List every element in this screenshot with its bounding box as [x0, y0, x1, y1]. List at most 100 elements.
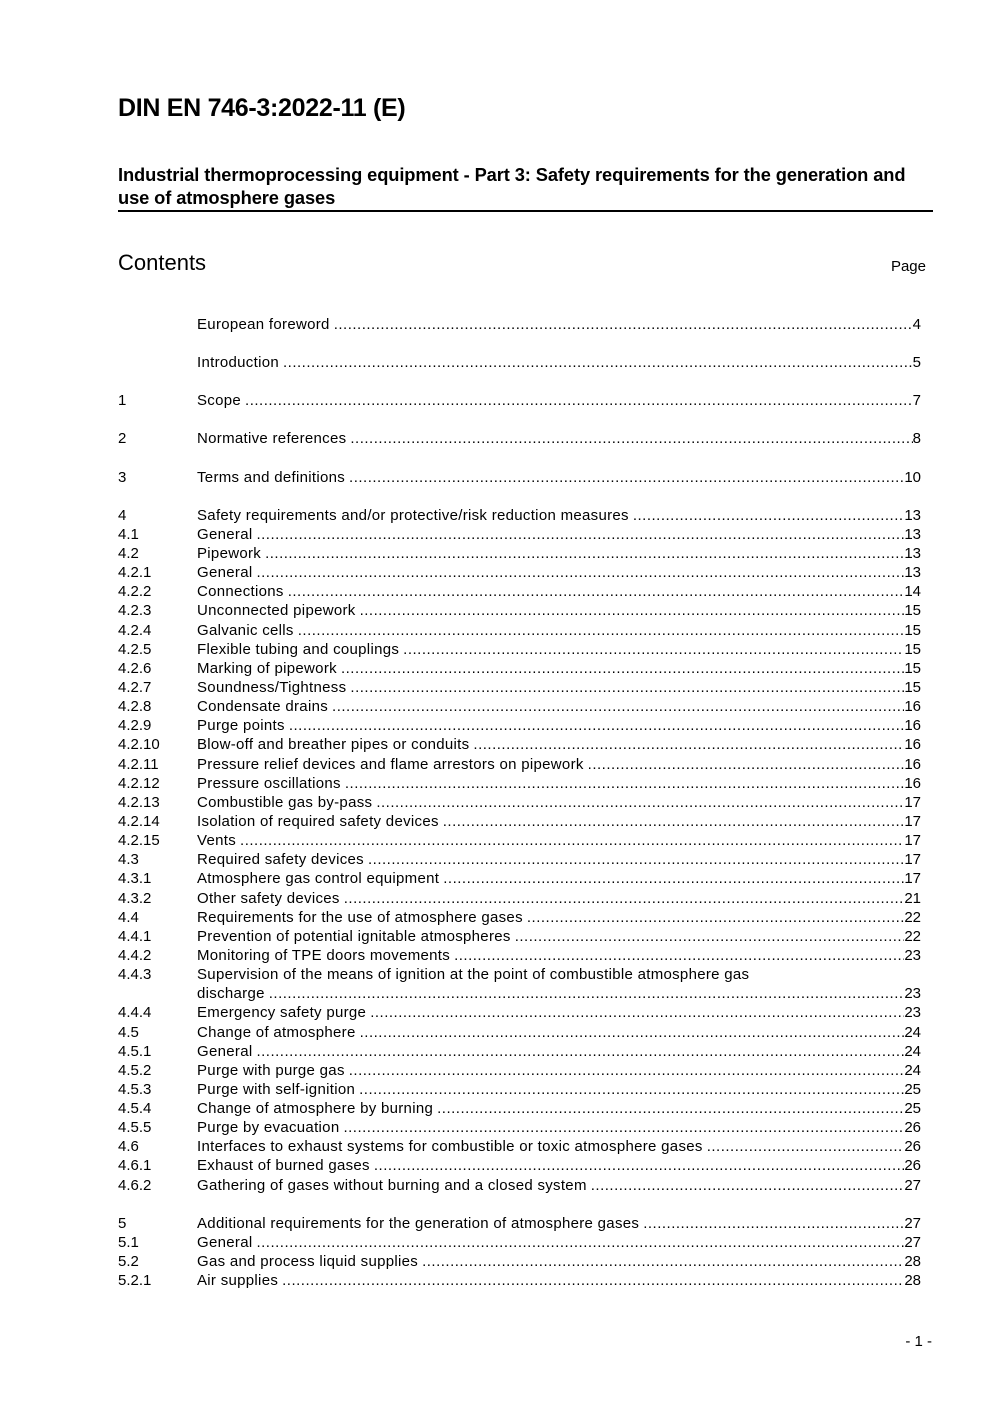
toc-entry[interactable]: 4.4.4 Emergency safety purge 23 — [118, 1003, 921, 1022]
toc-entry[interactable]: 4.4.1 Prevention of potential ignitable a… — [118, 927, 921, 946]
toc-entry[interactable]: 4.2.3 Unconnected pipework 15 — [118, 601, 921, 620]
entry-title: Pressure relief devices and flame arrest… — [197, 755, 584, 773]
dot-leader — [588, 755, 905, 774]
page-number: - 1 - — [905, 1333, 932, 1350]
entry-number: 4.2 — [118, 544, 139, 562]
toc-entry[interactable]: 4.1 General 13 — [118, 525, 921, 544]
entry-number: 5.2.1 — [118, 1272, 152, 1290]
toc-entry[interactable]: 4.6 Interfaces to exhaust systems for com… — [118, 1137, 921, 1156]
entry-number: 4.3.2 — [118, 889, 152, 907]
toc-entry[interactable]: 4.2.15 Vents 17 — [118, 831, 921, 850]
toc-entry[interactable]: 4.5.3 Purge with self-ignition 25 — [118, 1080, 921, 1099]
toc-entry[interactable]: 4.6.2 Gathering of gases without burning … — [118, 1176, 921, 1195]
toc-entry[interactable]: 5.2.1 Air supplies 28 — [118, 1271, 921, 1290]
entry-page: 25 — [904, 1080, 921, 1098]
toc-entry[interactable]: 4 Safety requirements and/or protective/r… — [118, 506, 921, 525]
toc-entry[interactable]: 4.2.11 Pressure relief devices and flame … — [118, 755, 921, 774]
entry-title: Exhaust of burned gases — [197, 1157, 370, 1175]
entry-number: 4.2.15 — [118, 832, 160, 850]
toc-entry[interactable]: 4.5.4 Change of atmosphere by burning 25 — [118, 1099, 921, 1118]
toc-entry[interactable]: 4.4.3 Supervision of the means of ignitio… — [118, 965, 921, 984]
toc-entry[interactable]: 4.2.13 Combustible gas by-pass 17 — [118, 793, 921, 812]
entry-title: Requirements for the use of atmosphere g… — [197, 908, 523, 926]
toc-entry[interactable]: 4.4 Requirements for the use of atmospher… — [118, 908, 921, 927]
toc-entry[interactable]: 4.5.1 General 24 — [118, 1042, 921, 1061]
entry-title: Unconnected pipework — [197, 602, 356, 620]
toc-entry[interactable]: 4.2.5 Flexible tubing and couplings 15 — [118, 640, 921, 659]
toc-entry[interactable]: 4.2.8 Condensate drains 16 — [118, 697, 921, 716]
page-column-heading: Page — [890, 258, 926, 275]
toc-entry[interactable]: 4.2.6 Marking of pipework 15 — [118, 659, 921, 678]
entry-number: 4.5.1 — [118, 1042, 152, 1060]
toc-entry[interactable]: 1 Scope 7 — [118, 391, 921, 410]
entry-page: 15 — [904, 640, 921, 658]
entry-page: 17 — [904, 812, 921, 830]
dot-leader — [288, 582, 905, 601]
toc-entry[interactable]: 5.2 Gas and process liquid supplies 28 — [118, 1252, 921, 1271]
entry-number: 4.4.2 — [118, 946, 152, 964]
toc-group: 3 Terms and definitions 10 — [118, 468, 921, 487]
entry-title: Normative references — [197, 430, 347, 448]
toc-entry[interactable]: 5.1 General 27 — [118, 1233, 921, 1252]
toc-entry[interactable]: 4.3 Required safety devices 17 — [118, 850, 921, 869]
entry-page: 17 — [904, 832, 921, 850]
dot-leader — [345, 774, 904, 793]
toc-entry[interactable]: 3 Terms and definitions 10 — [118, 468, 921, 487]
entry-page: 7 — [912, 392, 921, 410]
toc-group: Introduction 5 — [118, 353, 921, 372]
entry-number: 5 — [118, 1214, 127, 1232]
entry-title: Supervision of the means of ignition at … — [197, 966, 750, 984]
entry-page: 16 — [904, 736, 921, 754]
toc-entry-continuation[interactable]: discharge 23 — [118, 984, 921, 1003]
toc-entry[interactable]: 4.3.1 Atmosphere gas control equipment 17 — [118, 869, 921, 888]
dot-leader — [344, 889, 905, 908]
toc-entry[interactable]: 4.4.2 Monitoring of TPE doors movements 23 — [118, 946, 921, 965]
dot-leader — [349, 1061, 905, 1080]
entry-number — [118, 315, 197, 334]
toc-entry[interactable]: 4.2 Pipework 13 — [118, 544, 921, 563]
dot-leader — [360, 601, 905, 620]
entry-number: 1 — [118, 392, 127, 410]
toc-entry[interactable]: Introduction 5 — [118, 353, 921, 372]
toc-entry[interactable]: 2 Normative references 8 — [118, 429, 921, 448]
toc-entry[interactable]: 4.5.5 Purge by evacuation 26 — [118, 1118, 921, 1137]
dot-leader — [370, 1003, 904, 1022]
entry-page: 22 — [904, 927, 921, 945]
entry-number — [118, 353, 197, 372]
toc-entry[interactable]: 4.2.9 Purge points 16 — [118, 716, 921, 735]
toc-entry[interactable]: 4.2.10 Blow-off and breather pipes or con… — [118, 735, 921, 754]
entry-page: 27 — [904, 1214, 921, 1232]
toc-entry[interactable]: 4.3.2 Other safety devices 21 — [118, 889, 921, 908]
entry-number: 3 — [118, 468, 127, 486]
dot-leader — [343, 1118, 904, 1137]
toc-entry[interactable]: 4.5 Change of atmosphere 24 — [118, 1023, 921, 1042]
toc-entry[interactable]: 5 Additional requirements for the generat… — [118, 1214, 921, 1233]
entry-number: 4.2.2 — [118, 583, 152, 601]
toc-entry[interactable]: 4.6.1 Exhaust of burned gases 26 — [118, 1156, 921, 1175]
dot-leader — [422, 1252, 904, 1271]
dot-leader — [359, 1080, 904, 1099]
entry-title: Change of atmosphere by burning — [197, 1100, 434, 1118]
toc-entry[interactable]: 4.5.2 Purge with purge gas 24 — [118, 1061, 921, 1080]
entry-number: 4.5.3 — [118, 1080, 152, 1098]
entry-title: Safety requirements and/or protective/ri… — [197, 506, 629, 524]
toc-entry[interactable]: 4.2.1 General 13 — [118, 563, 921, 582]
dot-leader — [443, 812, 905, 831]
toc-entry[interactable]: 4.2.7 Soundness/Tightness 15 — [118, 678, 921, 697]
toc-entry[interactable]: 4.2.14 Isolation of required safety devic… — [118, 812, 921, 831]
dot-leader — [360, 1023, 905, 1042]
dot-leader — [332, 697, 904, 716]
dot-leader — [256, 1233, 904, 1252]
toc-entry[interactable]: 4.2.4 Galvanic cells 15 — [118, 621, 921, 640]
entry-number: 5.1 — [118, 1233, 139, 1251]
dot-leader — [443, 869, 904, 888]
toc-entry[interactable]: European foreword 4 — [118, 315, 921, 334]
entry-title: Marking of pipework — [197, 659, 337, 677]
toc-entry[interactable]: 4.2.2 Connections 14 — [118, 582, 921, 601]
entry-page: 15 — [904, 621, 921, 639]
entry-number: 4.4.3 — [118, 966, 152, 984]
entry-number: 4.5.5 — [118, 1119, 152, 1137]
dot-leader — [515, 927, 905, 946]
entry-page: 15 — [904, 659, 921, 677]
toc-entry[interactable]: 4.2.12 Pressure oscillations 16 — [118, 774, 921, 793]
